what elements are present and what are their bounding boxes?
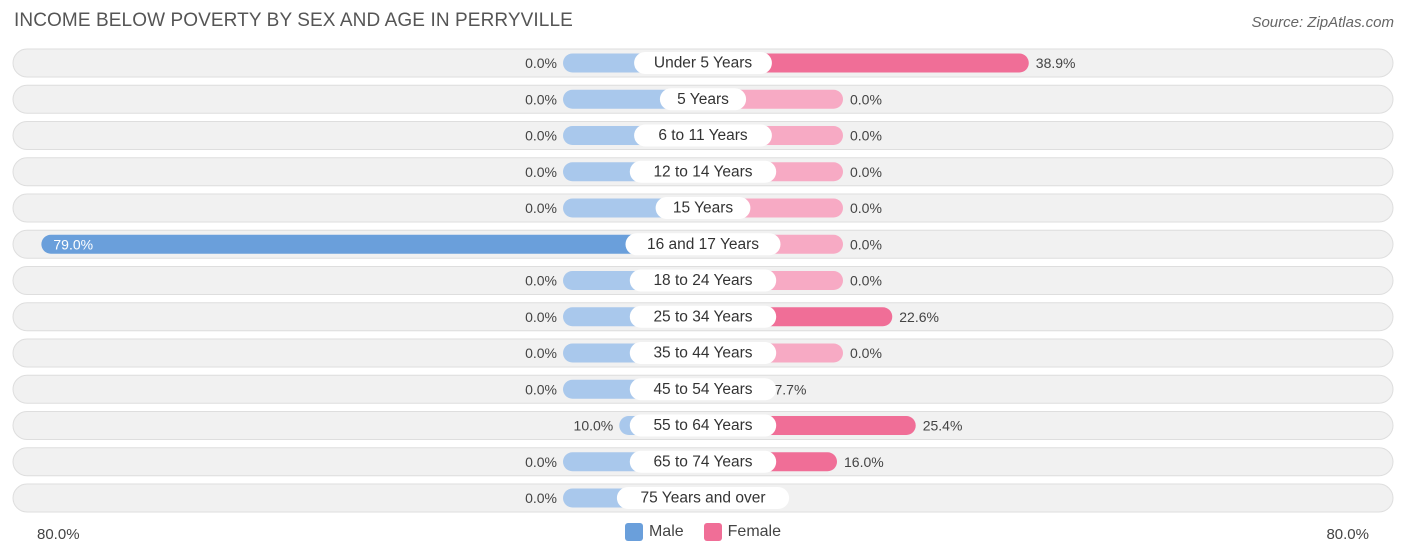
value-label-female: 16.0% [844, 454, 884, 470]
value-label-female: 0.0% [850, 91, 882, 107]
category-label-background [659, 88, 747, 111]
legend-label-female: Female [727, 523, 782, 540]
category-label: 15 Years [673, 200, 734, 217]
value-label-female: 0.0% [850, 236, 882, 252]
value-label-male: 0.0% [525, 490, 557, 506]
legend-swatch-male [624, 523, 643, 541]
value-label-female: 38.9% [1036, 55, 1076, 71]
category-label-background [629, 305, 777, 328]
category-label: 5 Years [677, 91, 729, 108]
value-label-male: 0.0% [525, 128, 557, 144]
legend-swatch-female [703, 523, 722, 541]
value-label-male: 0.0% [525, 273, 557, 289]
value-label-female: 0.0% [850, 345, 882, 361]
source-note: Source: ZipAtlas.com [1251, 14, 1394, 31]
value-label-female: 0.0% [850, 273, 882, 289]
axis-right-label: 80.0% [1326, 526, 1369, 543]
value-label-male: 0.0% [525, 55, 557, 71]
value-label-female: 7.7% [774, 381, 806, 397]
category-label-background [616, 487, 790, 509]
category-label-background [655, 197, 751, 219]
category-label: 45 to 54 Years [653, 381, 752, 398]
chart-plot-area: 0.0% 38.9% Under 5 Years 0.0% 0.0% 5 Years 0.0… [12, 48, 1394, 513]
category-label-background [629, 414, 777, 437]
category-label: 35 to 44 Years [653, 345, 752, 362]
value-label-male: 0.0% [525, 164, 557, 180]
value-label-female: 0.0% [850, 164, 882, 180]
category-label: 6 to 11 Years [658, 127, 748, 144]
bar-female [703, 53, 1029, 73]
category-label-background [634, 52, 772, 74]
value-label-male: 0.0% [525, 454, 557, 470]
category-label: 75 Years and over [641, 490, 766, 507]
legend-item-male[interactable]: Male [624, 523, 684, 541]
value-label-female: 22.6% [899, 309, 939, 325]
value-label-male: 0.0% [525, 345, 557, 361]
category-label: 65 to 74 Years [653, 453, 752, 470]
category-label-background [634, 124, 772, 147]
bar-male [41, 234, 703, 254]
axis-left-label: 80.0% [37, 526, 80, 543]
legend: Male Female [0, 523, 1406, 541]
value-label-male: 0.0% [525, 309, 557, 325]
category-label: 12 to 14 Years [653, 163, 752, 180]
legend-item-female[interactable]: Female [703, 523, 782, 541]
category-label: 18 to 24 Years [653, 272, 752, 289]
category-label: 55 to 64 Years [653, 417, 752, 434]
category-label-background [629, 269, 777, 292]
chart-title: INCOME BELOW POVERTY BY SEX AND AGE IN P… [14, 10, 573, 31]
category-label: 16 and 17 Years [647, 236, 759, 253]
value-label-female: 0.0% [850, 200, 882, 216]
category-label-background [625, 233, 781, 256]
category-label-background [629, 160, 777, 183]
category-label-background [629, 378, 777, 401]
legend-label-male: Male [648, 523, 684, 540]
category-label-background [629, 450, 777, 473]
value-label-female: 0.0% [850, 128, 882, 144]
category-label: 25 to 34 Years [653, 308, 752, 325]
category-label: Under 5 Years [654, 55, 752, 72]
value-label-male: 10.0% [574, 418, 614, 434]
value-label-male: 0.0% [525, 381, 557, 397]
value-label-male: 79.0% [53, 236, 93, 252]
value-label-male: 0.0% [525, 91, 557, 107]
category-label-background [629, 342, 777, 364]
value-label-male: 0.0% [525, 200, 557, 216]
value-label-female: 25.4% [923, 418, 963, 434]
